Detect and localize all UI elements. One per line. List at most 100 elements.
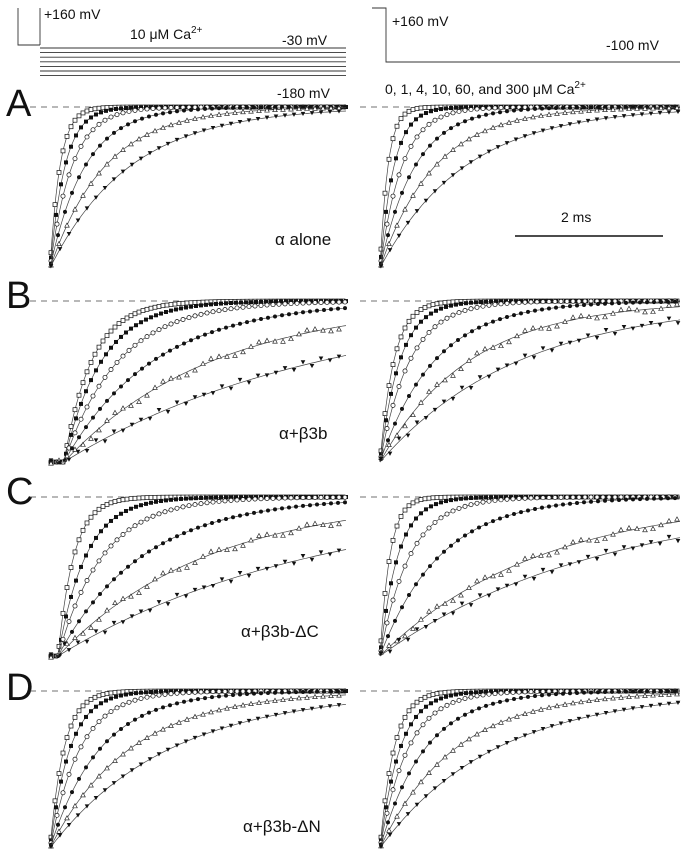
trace-point [630, 113, 636, 118]
trace-point [612, 494, 618, 500]
trace-point [442, 130, 446, 135]
trace-point [519, 695, 523, 700]
trace-point [224, 353, 230, 359]
trace-point [306, 300, 312, 306]
trace-point [96, 558, 102, 564]
trace-point [154, 313, 158, 318]
trace-point [638, 689, 642, 694]
trace-point [147, 608, 153, 613]
trace-point [109, 518, 113, 523]
trace-point [88, 180, 94, 186]
trace-point [299, 299, 303, 304]
trace-point [237, 570, 243, 576]
trace-point [576, 298, 582, 304]
trace-point [402, 800, 408, 806]
trace-point [456, 538, 460, 543]
trace-point [254, 300, 258, 305]
trace-point [300, 111, 306, 117]
trace-point [404, 532, 408, 537]
trace-point [108, 690, 114, 696]
trace-point [477, 114, 481, 119]
trace-point [156, 304, 162, 309]
trace-point [124, 106, 128, 111]
trace-point [282, 113, 288, 118]
trace-point [96, 121, 102, 127]
trace-point [459, 301, 463, 306]
trace-point [407, 394, 411, 399]
trace-point [119, 106, 123, 111]
trace-point [474, 693, 480, 699]
trace-point [438, 706, 444, 712]
trace-point [105, 739, 109, 744]
trace-point [576, 716, 582, 722]
trace-point [282, 301, 288, 307]
trace-point [439, 107, 443, 112]
trace-point [66, 231, 72, 237]
trace-point [301, 310, 305, 315]
trace-point [498, 516, 502, 521]
trace-point [204, 310, 210, 316]
trace-point [84, 369, 90, 375]
trace-point [342, 494, 348, 500]
trace-point [426, 608, 432, 614]
trace-point [312, 300, 318, 306]
trace-point [567, 340, 573, 345]
trace-point [102, 550, 108, 556]
trace-point [414, 117, 418, 122]
trace-point [156, 407, 162, 413]
trace-point [546, 495, 552, 501]
trace-point [410, 107, 416, 112]
trace-point [240, 688, 246, 694]
trace-point [161, 705, 165, 710]
trace-point [408, 355, 414, 361]
trace-point [393, 801, 397, 806]
trace-point [419, 113, 423, 118]
trace-point [147, 114, 151, 119]
trace-point [161, 111, 165, 116]
trace-point [109, 107, 113, 112]
trace-point [516, 300, 522, 306]
trace-point [196, 107, 200, 112]
trace-point [287, 505, 291, 510]
trace-point [64, 614, 68, 619]
trace-point [208, 709, 214, 715]
trace-point [64, 759, 68, 764]
trace-point [196, 697, 200, 702]
trace-point [456, 337, 460, 342]
trace-point [582, 494, 588, 500]
trace-point [231, 323, 235, 328]
trace-point [554, 106, 558, 111]
trace-point [232, 109, 238, 115]
trace-point [378, 264, 384, 269]
trace-point [168, 691, 174, 697]
trace-point [111, 429, 117, 434]
trace-point [99, 110, 103, 115]
trace-point [126, 699, 132, 705]
trace-point [621, 707, 627, 713]
trace-point [402, 423, 408, 429]
trace-point [176, 301, 182, 306]
trace-point [182, 341, 186, 346]
trace-point [176, 374, 182, 380]
trace-point [519, 495, 523, 500]
trace-point [582, 690, 586, 695]
trace-point [414, 106, 420, 111]
fit-curve [379, 702, 681, 849]
trace-point [119, 334, 123, 339]
trace-point [159, 311, 163, 316]
trace-point [389, 391, 393, 396]
trace-point [80, 630, 86, 636]
trace-point [456, 697, 462, 703]
trace-point [657, 702, 663, 707]
trace-point [456, 310, 462, 316]
trace-point [64, 585, 70, 590]
trace-point [384, 209, 388, 214]
trace-point [441, 612, 447, 617]
trace-point [210, 689, 216, 695]
trace-point [84, 389, 88, 394]
trace-point [343, 306, 347, 311]
trace-point [673, 299, 677, 304]
trace-point [462, 696, 468, 701]
trace-point [426, 105, 432, 110]
trace-point [99, 529, 103, 534]
